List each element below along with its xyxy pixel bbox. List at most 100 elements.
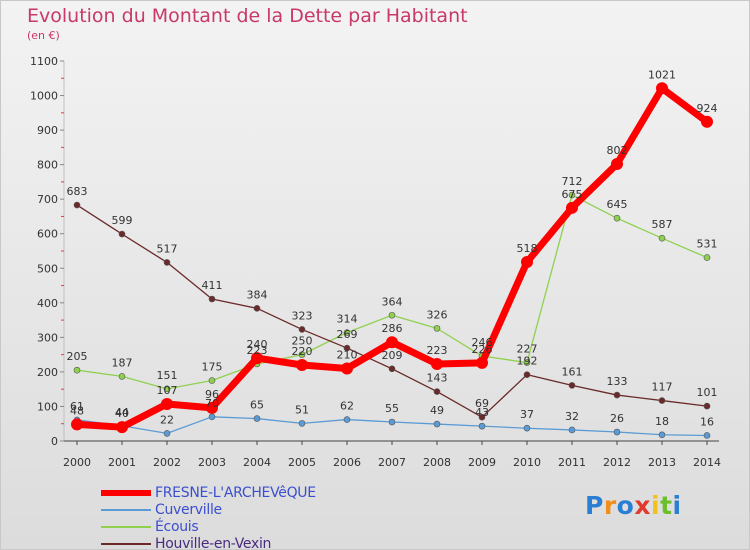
data-label: 326 [427,308,448,321]
data-point [208,413,216,421]
data-point [71,418,83,431]
y-tick-label: 500 [37,262,58,275]
x-tick-label: 2007 [378,456,406,469]
data-point [523,424,531,432]
data-point [296,359,308,371]
legend-swatch [101,543,151,545]
x-tick-label: 2010 [513,456,541,469]
data-label: 675 [562,188,583,201]
data-point [658,397,666,404]
data-point [298,420,306,427]
x-tick-label: 2013 [648,456,676,469]
logo-letter: i [672,491,682,520]
data-point [566,201,578,214]
data-label: 65 [250,399,264,412]
data-point [116,421,128,434]
data-label: 161 [562,365,583,378]
data-point [208,377,216,384]
x-tick-label: 2003 [198,456,226,469]
data-point [253,305,261,312]
legend-swatch [101,526,151,528]
data-point [523,371,531,378]
data-label: 48 [70,404,84,417]
data-point [478,422,486,430]
legend-label: Houville-en-Vexin [155,536,272,550]
x-tick-label: 2008 [423,456,451,469]
data-label: 587 [652,218,673,231]
data-label: 143 [427,372,448,385]
logo-letter: i [651,491,661,520]
data-label: 133 [607,375,628,388]
data-label: 226 [472,343,493,356]
y-tick-label: 1000 [30,90,58,103]
y-tick-label: 100 [37,400,58,413]
data-label: 96 [205,388,219,401]
data-point [703,254,711,261]
data-point [388,365,396,373]
logo-letter: r [603,491,617,520]
data-label: 1021 [648,68,676,81]
data-point [611,157,623,170]
data-point [433,420,441,428]
data-label: 22 [160,413,174,426]
data-point [568,382,576,389]
data-point [251,352,263,365]
data-label: 69 [475,397,489,410]
data-point [386,336,398,349]
data-point [613,391,621,399]
data-label: 269 [337,328,358,341]
y-tick-label: 700 [37,193,58,206]
data-label: 18 [655,415,669,428]
data-label: 223 [427,344,448,357]
data-label: 107 [157,384,178,397]
y-tick-label: 300 [37,331,58,344]
data-label: 220 [292,345,313,358]
data-point [163,259,171,266]
x-tick-label: 2002 [153,456,181,469]
data-point [343,329,351,336]
series-2 [73,191,711,393]
data-label: 209 [382,349,403,362]
data-point [523,359,531,366]
data-label: 117 [652,381,673,394]
legend-swatch [101,509,151,511]
data-label: 101 [697,386,718,399]
x-tick-label: 2005 [288,456,316,469]
data-point [478,413,486,421]
x-tick-label: 2000 [63,456,91,469]
data-point [701,115,713,128]
data-label: 70 [205,397,219,410]
series-3 [73,201,711,421]
data-point [163,385,171,393]
data-label: 411 [202,279,223,292]
data-point [613,428,621,436]
data-label: 175 [202,361,223,374]
data-label: 517 [157,242,178,255]
legend-label: FRESNE-L'ARCHEVêQUE [155,485,316,501]
data-point [73,201,81,209]
logo-letter: P [585,491,604,520]
x-tick-label: 2004 [243,456,271,469]
data-label: 26 [610,412,624,425]
data-label: 531 [697,238,718,251]
data-label: 246 [472,336,493,349]
data-point [343,344,351,352]
data-label: 314 [337,313,358,326]
data-point [73,366,81,374]
data-point [568,426,576,434]
data-label: 49 [430,404,444,417]
data-label: 187 [112,356,133,369]
legend-label: Cuverville [155,502,222,518]
data-label: 802 [607,144,628,157]
legend-label: Écouis [155,519,199,535]
data-label: 240 [247,338,268,351]
data-point [343,416,351,423]
data-label: 37 [520,408,534,421]
data-label: 51 [295,403,309,416]
data-point [208,295,216,303]
y-tick-label: 400 [37,297,58,310]
data-point [433,388,441,395]
logo-letter: o [616,491,635,520]
